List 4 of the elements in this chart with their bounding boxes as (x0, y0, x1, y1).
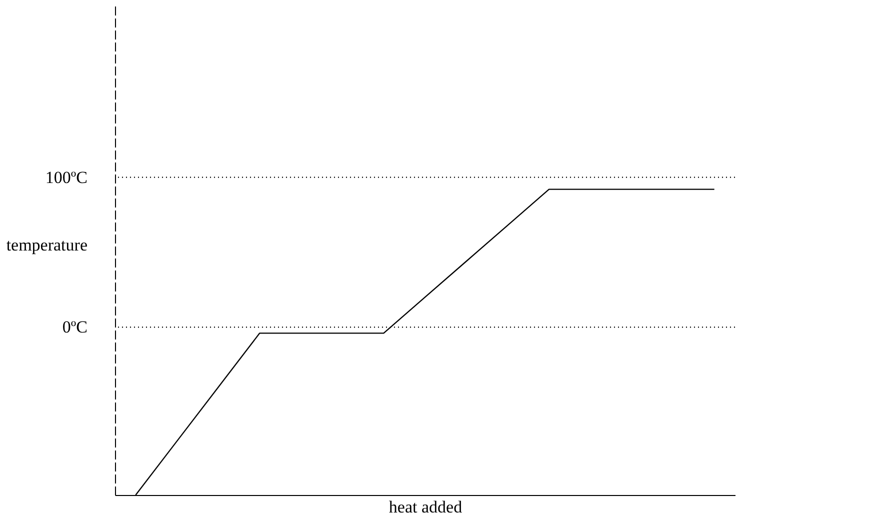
x-axis-title: heat added (388, 498, 463, 516)
y-axis-title: temperature (6, 236, 88, 254)
y-tick-label: 0ºC (62, 318, 88, 337)
y-tick-label: 100ºC (45, 168, 88, 187)
